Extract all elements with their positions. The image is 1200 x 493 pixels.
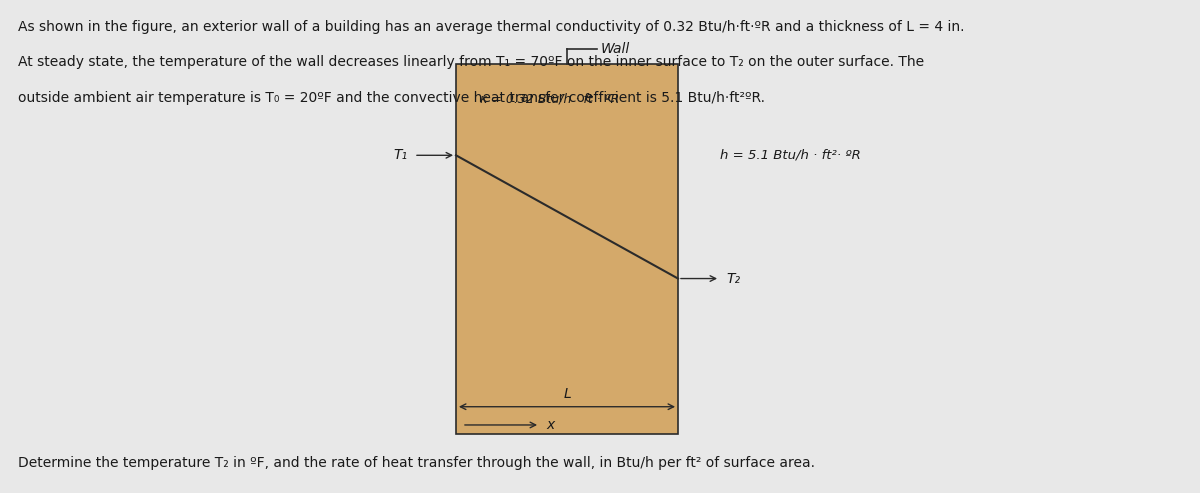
Text: κ = 0.32 Btu/h · ft · ºR: κ = 0.32 Btu/h · ft · ºR — [480, 92, 619, 105]
Text: Wall: Wall — [600, 42, 630, 56]
Text: As shown in the figure, an exterior wall of a building has an average thermal co: As shown in the figure, an exterior wall… — [18, 20, 965, 34]
Bar — [456, 64, 678, 434]
Text: T₂: T₂ — [726, 272, 740, 285]
Text: T₁: T₁ — [394, 148, 408, 162]
Text: h = 5.1 Btu/h · ft²· ºR: h = 5.1 Btu/h · ft²· ºR — [720, 149, 860, 162]
Text: L: L — [563, 387, 571, 401]
Text: At steady state, the temperature of the wall decreases linearly from T₁ = 70ºF o: At steady state, the temperature of the … — [18, 55, 924, 69]
Text: Determine the temperature T₂ in ºF, and the rate of heat transfer through the wa: Determine the temperature T₂ in ºF, and … — [18, 456, 815, 470]
Text: outside ambient air temperature is T₀ = 20ºF and the convective heat transfer co: outside ambient air temperature is T₀ = … — [18, 91, 766, 105]
Text: x: x — [546, 418, 554, 432]
